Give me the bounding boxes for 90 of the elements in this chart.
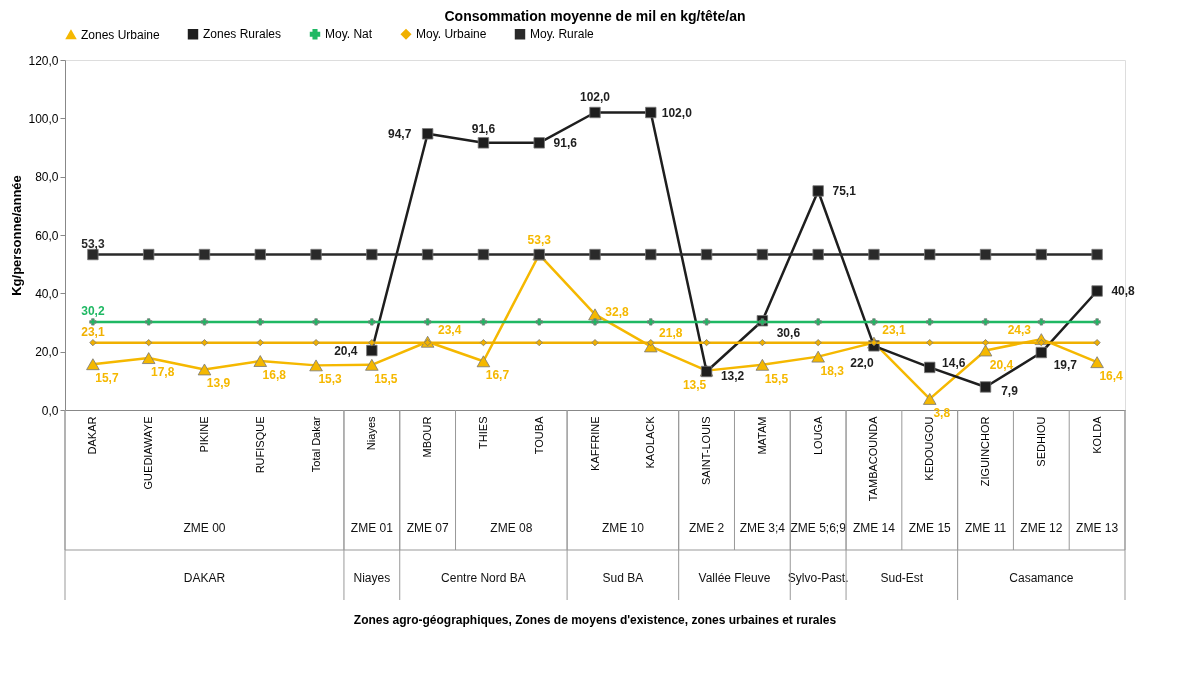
x-tick-label: KAFFRINE <box>588 416 601 471</box>
data-label: 7,9 <box>1001 383 1019 398</box>
data-label: 15,5 <box>374 371 398 386</box>
data-label: 16,4 <box>1099 369 1124 384</box>
data-label: 15,7 <box>95 371 119 386</box>
text: Niayes <box>353 571 391 585</box>
text: ZME 00 <box>183 521 226 535</box>
x-tick-label: PIKINE <box>197 416 210 453</box>
data-label: 22,0 <box>850 355 874 370</box>
legend-label: Zones Rurales <box>203 27 282 42</box>
y-tick-label: 80,0 <box>35 170 59 185</box>
x-tick-label: MBOUR <box>421 416 434 458</box>
x-tick-label: Niayes <box>365 416 378 451</box>
data-label: 23,1 <box>81 324 105 339</box>
text: ZME 14 <box>852 521 896 535</box>
text: Vallée Fleuve <box>698 571 771 585</box>
data-label: 13,2 <box>720 368 745 383</box>
x-tick-label: THIES <box>476 416 489 449</box>
text: Zones agro-géographiques, Zones de moyens d'existence, zones urbaines et rurales <box>353 613 837 627</box>
data-label: 3,8 <box>933 405 951 420</box>
data-label: 23,4 <box>437 322 462 337</box>
y-tick-label: 0,0 <box>41 403 59 418</box>
chart-title: Consommation moyenne de mil en kg/tête/an <box>444 8 746 24</box>
data-label: 15,5 <box>764 371 789 386</box>
x-tick-label: MATAM <box>755 416 768 455</box>
x-tick-label: GUEDIAWAYE <box>142 416 155 490</box>
data-label: 18,3 <box>820 363 845 378</box>
data-label: 20,4 <box>989 357 1014 372</box>
data-label: 32,8 <box>605 305 629 320</box>
data-label: 75,1 <box>832 183 857 198</box>
x-tick-label: SAINT-LOUIS <box>700 416 713 485</box>
data-label: 94,7 <box>387 126 412 141</box>
legend-label: Moy. Rurale <box>530 27 595 42</box>
data-label: 16,8 <box>262 368 287 382</box>
data-label: 91,6 <box>471 121 496 136</box>
data-label: 16,7 <box>485 368 510 383</box>
text: ZME 13 <box>1076 521 1119 535</box>
legend-label: Zones Urbaine <box>81 27 161 42</box>
data-label: 13,9 <box>206 376 231 391</box>
text: DAKAR <box>183 571 226 585</box>
legend-label: Moy. Nat <box>325 27 373 42</box>
text: ZME 15 <box>908 521 952 535</box>
x-tick-label: LOUGA <box>811 415 824 456</box>
text: ZME 11 <box>964 521 1007 535</box>
text: ZME 01 <box>350 521 394 535</box>
data-label: 53,3 <box>527 232 552 247</box>
x-tick-label: SEDHIOU <box>1034 416 1047 467</box>
y-tick-label: 120,0 <box>28 53 59 68</box>
data-label: 14,6 <box>942 356 966 371</box>
data-label: 53,3 <box>81 236 105 251</box>
text: ZME 5;6;9 <box>790 521 847 535</box>
x-tick-label: RUFISQUE <box>253 416 266 474</box>
text: Centre Nord BA <box>441 571 526 585</box>
data-label: 13,5 <box>682 377 707 392</box>
y-tick-label: 40,0 <box>35 286 59 301</box>
x-tick-label: ZIGUINCHOR <box>979 416 992 487</box>
data-label: 102,0 <box>661 105 693 120</box>
text: Casamance <box>1009 571 1074 585</box>
text: ZME 2 <box>688 521 725 535</box>
x-tick-label: TOUBA <box>532 415 545 455</box>
x-tick-label: TAMBACOUNDA <box>867 415 880 502</box>
x-tick-label: DAKAR <box>86 416 99 455</box>
x-tick-label: KAOLACK <box>644 415 657 469</box>
text: Sud-Est <box>880 571 924 585</box>
data-label: 30,2 <box>81 303 105 318</box>
text: ZME 07 <box>406 521 449 535</box>
text: ZME 08 <box>490 521 533 535</box>
x-tick-label: Total Dakar <box>309 416 322 473</box>
text: ZME 3;4 <box>739 521 786 535</box>
text: ZME 10 <box>601 521 645 535</box>
data-label: 20,4 <box>334 343 358 358</box>
data-label: 40,8 <box>1111 284 1136 298</box>
data-label: 30,6 <box>776 325 801 340</box>
data-label: 24,3 <box>1007 323 1032 338</box>
data-label: 19,7 <box>1053 357 1078 372</box>
text: ZME 12 <box>1020 521 1063 535</box>
text: Sud BA <box>602 571 644 585</box>
data-label: 23,1 <box>882 322 906 337</box>
y-axis-title: Kg/personne/année <box>9 175 25 296</box>
data-label: 102,0 <box>579 89 611 104</box>
data-label: 91,6 <box>553 135 578 150</box>
data-label: 15,3 <box>318 372 343 387</box>
legend-label: Moy. Urbaine <box>416 27 487 42</box>
y-tick-label: 100,0 <box>28 111 59 126</box>
y-tick-label: 20,0 <box>35 345 59 360</box>
text: Sylvo-Past. <box>787 571 849 585</box>
y-tick-label: 60,0 <box>35 228 59 243</box>
x-tick-label: KOLDA <box>1090 415 1103 454</box>
data-label: 17,8 <box>151 365 175 380</box>
data-label: 21,8 <box>659 326 683 341</box>
